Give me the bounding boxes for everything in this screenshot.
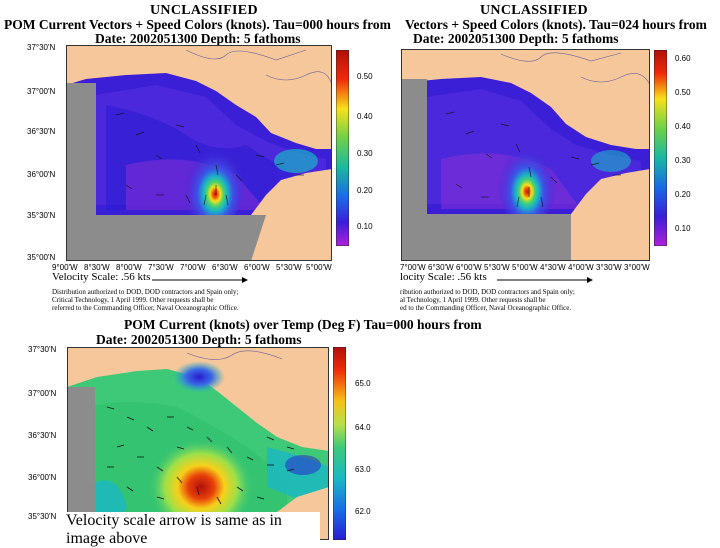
top-right-distribution-line: al Technology, 1 April 1999. Other reque… [400,296,546,304]
top-left-title: POM Current Vectors + Speed Colors (knot… [4,17,391,32]
top-right-lon-label: 7°00'W [400,263,426,272]
top-left-lon-label: 5°30'W [276,263,302,272]
top-left-lon-label: 8°30'W [84,263,110,272]
bottom-map [67,347,329,540]
top-left-distribution-line: Critical Technology, 1 April 1999. Other… [52,296,214,304]
top-right-lon-label: 5°30'W [484,263,510,272]
top-left-colorbar-label: 0.10 [357,222,373,231]
top-left-lon-label: 7°30'W [148,263,174,272]
top-left-colorbar [336,50,349,246]
top-left-classification: UNCLASSIFIED [150,3,258,18]
top-right-title: Vectors + Speed Colors (knots). Tau=024 … [405,17,707,32]
top-left-subtitle: Date: 2002051300 Depth: 5 fathoms [95,31,301,46]
top-left-lat-label: 37°00'N [27,87,56,96]
top-left-lon-label: 9°00'W [52,263,78,272]
bottom-colorbar-label: 63.0 [355,465,371,474]
top-right-colorbar-label: 0.60 [675,54,691,63]
top-left-lon-label: 6°00'W [244,263,270,272]
top-right-lon-label: 4°30'W [540,263,566,272]
top-right-colorbar [654,50,667,246]
top-left-lat-label: 35°30'N [27,211,56,220]
top-left-map [66,45,332,261]
bottom-colorbar [333,347,346,540]
bottom-lat-label: 35°30'N [28,512,57,521]
top-right-lon-label: 6°30'W [428,263,454,272]
top-left-lat-label: 36°30'N [27,127,56,136]
top-right-distribution-line: ed to the Commanding Officer, Naval Ocea… [400,304,572,312]
top-right-map [401,49,650,261]
bottom-title: POM Current (knots) over Temp (Deg F) Ta… [124,317,482,332]
top-right-lon-label: 3°30'W [596,263,622,272]
top-left-colorbar-label: 0.30 [357,149,373,158]
velocity-arrow-icon [497,277,593,283]
velocity-arrow-icon [152,277,248,283]
top-left-lat-label: 35°00'N [27,253,56,262]
top-left-colorbar-label: 0.40 [357,112,373,121]
top-right-lon-label: 4°00'W [568,263,594,272]
top-left-colorbar-label: 0.50 [357,72,373,81]
bottom-caption: Velocity scale arrow is same as in image… [64,512,320,548]
top-left-velocity-scale: Velocity Scale: .56 kts [52,271,151,283]
top-left-lon-label: 8°00'W [116,263,142,272]
top-right-colorbar-label: 0.10 [675,224,691,233]
top-right-colorbar-label: 0.40 [675,122,691,131]
top-left-lon-label: 6°30'W [212,263,238,272]
top-left-lat-label: 37°30'N [27,43,56,52]
top-left-lat-label: 36°00'N [27,170,56,179]
top-left-distribution-line: Distribution authorized to DOD, DOD cont… [52,288,239,296]
bottom-subtitle: Date: 2002051300 Depth: 5 fathoms [96,332,302,347]
top-right-lon-label: 5°00'W [512,263,538,272]
top-left-lon-label: 5°00'W [306,263,332,272]
bottom-colorbar-label: 64.0 [355,423,371,432]
top-right-velocity-scale: locity Scale: .56 kts [400,271,487,283]
bottom-lat-label: 37°00'N [28,389,57,398]
top-right-lon-label: 3°00'W [624,263,650,272]
bottom-lat-label: 37°30'N [28,345,57,354]
top-right-colorbar-label: 0.20 [675,190,691,199]
top-right-colorbar-label: 0.50 [675,88,691,97]
top-right-lon-label: 6°00'W [456,263,482,272]
bottom-lat-label: 36°00'N [28,473,57,482]
top-right-distribution-line: ribution authorized to DOD, DOD contract… [400,288,575,296]
top-right-classification: UNCLASSIFIED [480,3,588,18]
top-right-subtitle: Date: 2002051300 Depth: 5 fathoms [413,31,619,46]
top-left-distribution-line: referred to the Commanding Officer, Nava… [52,304,239,312]
top-left-lon-label: 7°00'W [180,263,206,272]
top-right-colorbar-label: 0.30 [675,156,691,165]
bottom-colorbar-label: 62.0 [355,507,371,516]
top-left-colorbar-label: 0.20 [357,186,373,195]
bottom-lat-label: 36°30'N [28,431,57,440]
bottom-colorbar-label: 65.0 [355,379,371,388]
